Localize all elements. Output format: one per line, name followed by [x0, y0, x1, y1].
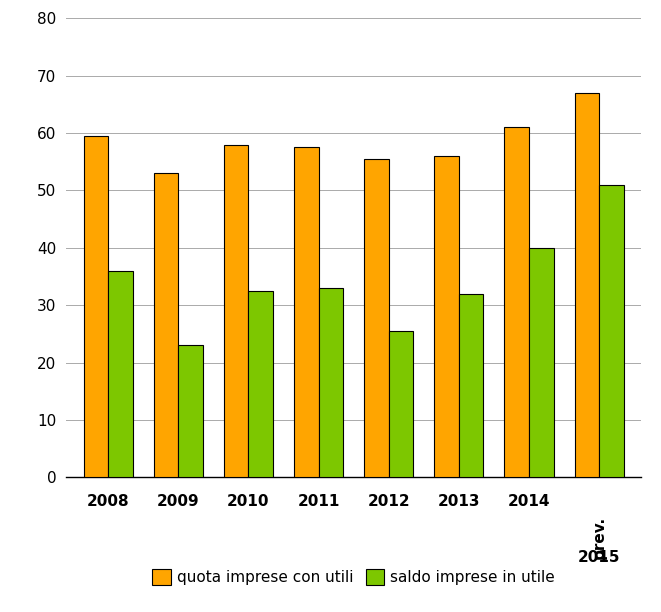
Bar — [319, 288, 343, 477]
Bar — [108, 271, 133, 477]
Text: 2011: 2011 — [297, 494, 340, 509]
Legend: quota imprese con utili, saldo imprese in utile: quota imprese con utili, saldo imprese i… — [146, 563, 561, 591]
Bar — [599, 185, 623, 477]
Text: 2012: 2012 — [368, 494, 410, 509]
Bar — [504, 127, 529, 477]
Text: 2008: 2008 — [87, 494, 130, 509]
Text: 2013: 2013 — [438, 494, 480, 509]
Text: prev.: prev. — [592, 517, 607, 559]
Text: 2014: 2014 — [508, 494, 550, 509]
Bar — [459, 294, 483, 477]
Bar — [389, 331, 413, 477]
Bar — [529, 248, 553, 477]
Bar — [178, 345, 203, 477]
Bar — [434, 156, 459, 477]
Text: 2010: 2010 — [227, 494, 270, 509]
Bar — [574, 93, 599, 477]
Bar — [84, 136, 108, 477]
Bar — [249, 291, 273, 477]
Bar — [294, 147, 319, 477]
Bar — [224, 144, 249, 477]
Bar — [154, 173, 178, 477]
Text: 2009: 2009 — [157, 494, 200, 509]
Text: 2015: 2015 — [578, 550, 620, 565]
Bar — [364, 159, 389, 477]
